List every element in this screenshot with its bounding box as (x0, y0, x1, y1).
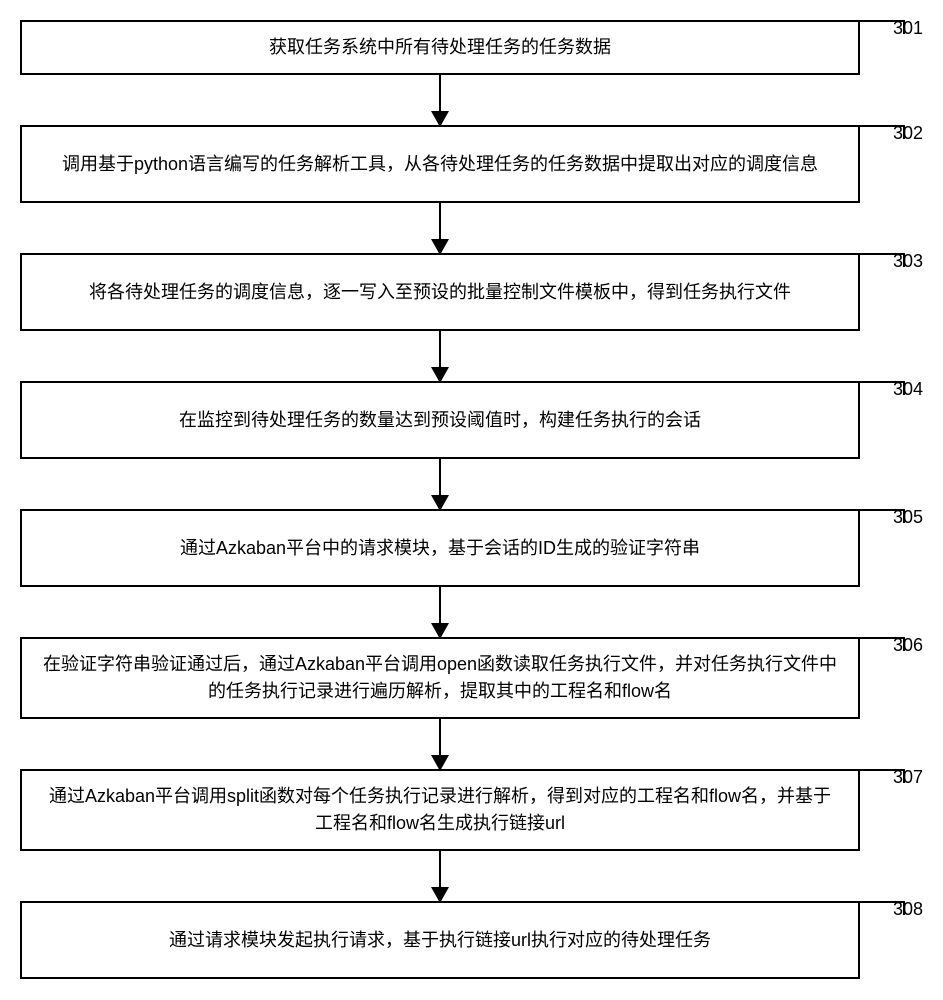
step-text: 获取任务系统中所有待处理任务的任务数据 (269, 34, 611, 61)
step-wrap-306: 在验证字符串验证通过后，通过Azkaban平台调用open函数读取任务执行文件，… (20, 637, 923, 719)
step-box-301: 获取任务系统中所有待处理任务的任务数据 (20, 20, 860, 75)
step-wrap-302: 调用基于python语言编写的任务解析工具，从各待处理任务的任务数据中提取出对应… (20, 125, 923, 203)
arrow-line (439, 851, 441, 891)
step-text: 通过请求模块发起执行请求，基于执行链接url执行对应的待处理任务 (169, 927, 711, 954)
step-box-308: 通过请求模块发起执行请求，基于执行链接url执行对应的待处理任务 (20, 901, 860, 979)
step-box-305: 通过Azkaban平台中的请求模块，基于会话的ID生成的验证字符串 (20, 509, 860, 587)
step-label-308: 308 (893, 899, 923, 920)
step-text: 将各待处理任务的调度信息，逐一写入至预设的批量控制文件模板中，得到任务执行文件 (89, 279, 791, 306)
flowchart-container: 获取任务系统中所有待处理任务的任务数据 301 调用基于python语言编写的任务解… (20, 20, 923, 979)
step-box-303: 将各待处理任务的调度信息，逐一写入至预设的批量控制文件模板中，得到任务执行文件 (20, 253, 860, 331)
arrow-line (439, 719, 441, 759)
arrow-down (20, 459, 860, 509)
step-box-302: 调用基于python语言编写的任务解析工具，从各待处理任务的任务数据中提取出对应… (20, 125, 860, 203)
arrow-down (20, 851, 860, 901)
step-box-307: 通过Azkaban平台调用split函数对每个任务执行记录进行解析，得到对应的工… (20, 769, 860, 851)
step-box-306: 在验证字符串验证通过后，通过Azkaban平台调用open函数读取任务执行文件，… (20, 637, 860, 719)
step-box-304: 在监控到待处理任务的数量达到预设阈值时，构建任务执行的会话 (20, 381, 860, 459)
arrow-down (20, 331, 860, 381)
step-text: 在监控到待处理任务的数量达到预设阈值时，构建任务执行的会话 (179, 407, 701, 434)
step-label-303: 303 (893, 251, 923, 272)
step-wrap-303: 将各待处理任务的调度信息，逐一写入至预设的批量控制文件模板中，得到任务执行文件 3… (20, 253, 923, 331)
arrow-line (439, 75, 441, 115)
step-label-304: 304 (893, 379, 923, 400)
step-label-306: 306 (893, 635, 923, 656)
step-text: 调用基于python语言编写的任务解析工具，从各待处理任务的任务数据中提取出对应… (62, 151, 818, 178)
arrow-down (20, 587, 860, 637)
step-label-307: 307 (893, 767, 923, 788)
arrow-line (439, 331, 441, 371)
step-text: 通过Azkaban平台中的请求模块，基于会话的ID生成的验证字符串 (180, 535, 700, 562)
step-label-302: 302 (893, 123, 923, 144)
step-text: 在验证字符串验证通过后，通过Azkaban平台调用open函数读取任务执行文件，… (42, 651, 838, 705)
arrow-line (439, 459, 441, 499)
arrow-line (439, 203, 441, 243)
step-wrap-304: 在监控到待处理任务的数量达到预设阈值时，构建任务执行的会话 304 (20, 381, 923, 459)
step-wrap-305: 通过Azkaban平台中的请求模块，基于会话的ID生成的验证字符串 305 (20, 509, 923, 587)
step-wrap-301: 获取任务系统中所有待处理任务的任务数据 301 (20, 20, 923, 75)
step-label-305: 305 (893, 507, 923, 528)
step-label-301: 301 (893, 18, 923, 39)
arrow-down (20, 719, 860, 769)
arrow-down (20, 203, 860, 253)
step-text: 通过Azkaban平台调用split函数对每个任务执行记录进行解析，得到对应的工… (42, 783, 838, 837)
step-wrap-308: 通过请求模块发起执行请求，基于执行链接url执行对应的待处理任务 308 (20, 901, 923, 979)
arrow-line (439, 587, 441, 627)
arrow-down (20, 75, 860, 125)
step-wrap-307: 通过Azkaban平台调用split函数对每个任务执行记录进行解析，得到对应的工… (20, 769, 923, 851)
